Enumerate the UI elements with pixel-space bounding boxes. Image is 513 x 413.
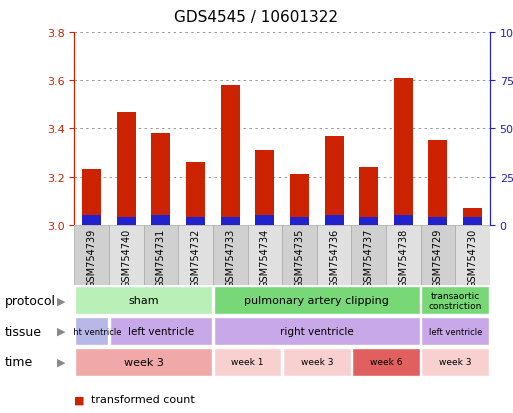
Text: percentile rank within the sample: percentile rank within the sample [91, 412, 279, 413]
Bar [74, 225, 109, 285]
Bar [213, 348, 282, 376]
Bar [75, 287, 212, 315]
Bar [110, 317, 212, 345]
Bar [428, 218, 447, 225]
Bar [386, 225, 421, 285]
Bar [282, 225, 317, 285]
Bar [117, 218, 136, 225]
Bar [463, 218, 482, 225]
Bar [213, 225, 247, 285]
Bar [255, 216, 274, 225]
Text: right ventricle: right ventricle [62, 327, 122, 336]
Text: GSM754736: GSM754736 [329, 228, 339, 287]
Bar [351, 225, 386, 285]
Bar [455, 225, 490, 285]
Text: GSM754737: GSM754737 [364, 228, 373, 287]
Text: pulmonary artery clipping: pulmonary artery clipping [244, 296, 389, 306]
Bar [421, 225, 455, 285]
Text: ▶: ▶ [57, 296, 66, 306]
Bar [352, 348, 420, 376]
Text: GSM754733: GSM754733 [225, 228, 235, 287]
Text: week 3: week 3 [124, 357, 164, 367]
Bar [325, 136, 344, 225]
Text: week 1: week 1 [231, 357, 264, 366]
Text: ■: ■ [74, 412, 85, 413]
Text: ▶: ▶ [57, 357, 66, 367]
Bar [290, 218, 309, 225]
Bar [394, 216, 413, 225]
Bar [325, 216, 344, 225]
Bar [428, 141, 447, 225]
Bar [247, 225, 282, 285]
Bar [359, 218, 378, 225]
Bar [394, 78, 413, 225]
Text: sham: sham [128, 296, 159, 306]
Bar [82, 170, 101, 225]
Bar [213, 287, 420, 315]
Bar [186, 218, 205, 225]
Bar [290, 175, 309, 225]
Text: week 3: week 3 [301, 357, 333, 366]
Text: GDS4545 / 10601322: GDS4545 / 10601322 [174, 10, 339, 25]
Bar [421, 317, 489, 345]
Text: transaortic
constriction: transaortic constriction [428, 291, 482, 310]
Bar [463, 208, 482, 225]
Text: protocol: protocol [5, 294, 56, 307]
Text: ■: ■ [74, 394, 85, 404]
Bar [151, 134, 170, 225]
Text: time: time [5, 355, 33, 368]
Bar [359, 168, 378, 225]
Bar [117, 112, 136, 225]
Bar [144, 225, 179, 285]
Text: GSM754734: GSM754734 [260, 228, 270, 287]
Bar [221, 86, 240, 225]
Bar [221, 218, 240, 225]
Text: GSM754731: GSM754731 [156, 228, 166, 287]
Bar [421, 287, 489, 315]
Text: GSM754735: GSM754735 [294, 228, 304, 287]
Bar [186, 163, 205, 225]
Text: left ventricle: left ventricle [128, 326, 194, 336]
Text: GSM754729: GSM754729 [433, 228, 443, 287]
Text: week 3: week 3 [439, 357, 471, 366]
Text: week 6: week 6 [370, 357, 402, 366]
Text: right ventricle: right ventricle [280, 326, 353, 336]
Text: GSM754730: GSM754730 [468, 228, 478, 287]
Bar [82, 216, 101, 225]
Bar [75, 317, 108, 345]
Bar [317, 225, 351, 285]
Bar [75, 348, 212, 376]
Bar [213, 317, 420, 345]
Bar [109, 225, 144, 285]
Text: transformed count: transformed count [91, 394, 194, 404]
Text: tissue: tissue [5, 325, 42, 338]
Text: GSM754738: GSM754738 [399, 228, 408, 287]
Bar [179, 225, 213, 285]
Text: left ventricle: left ventricle [428, 327, 482, 336]
Bar [283, 348, 351, 376]
Text: GSM754739: GSM754739 [87, 228, 96, 287]
Text: GSM754732: GSM754732 [191, 228, 201, 287]
Text: ▶: ▶ [57, 326, 66, 336]
Bar [421, 348, 489, 376]
Bar [255, 151, 274, 225]
Bar [151, 216, 170, 225]
Text: GSM754740: GSM754740 [122, 228, 131, 287]
